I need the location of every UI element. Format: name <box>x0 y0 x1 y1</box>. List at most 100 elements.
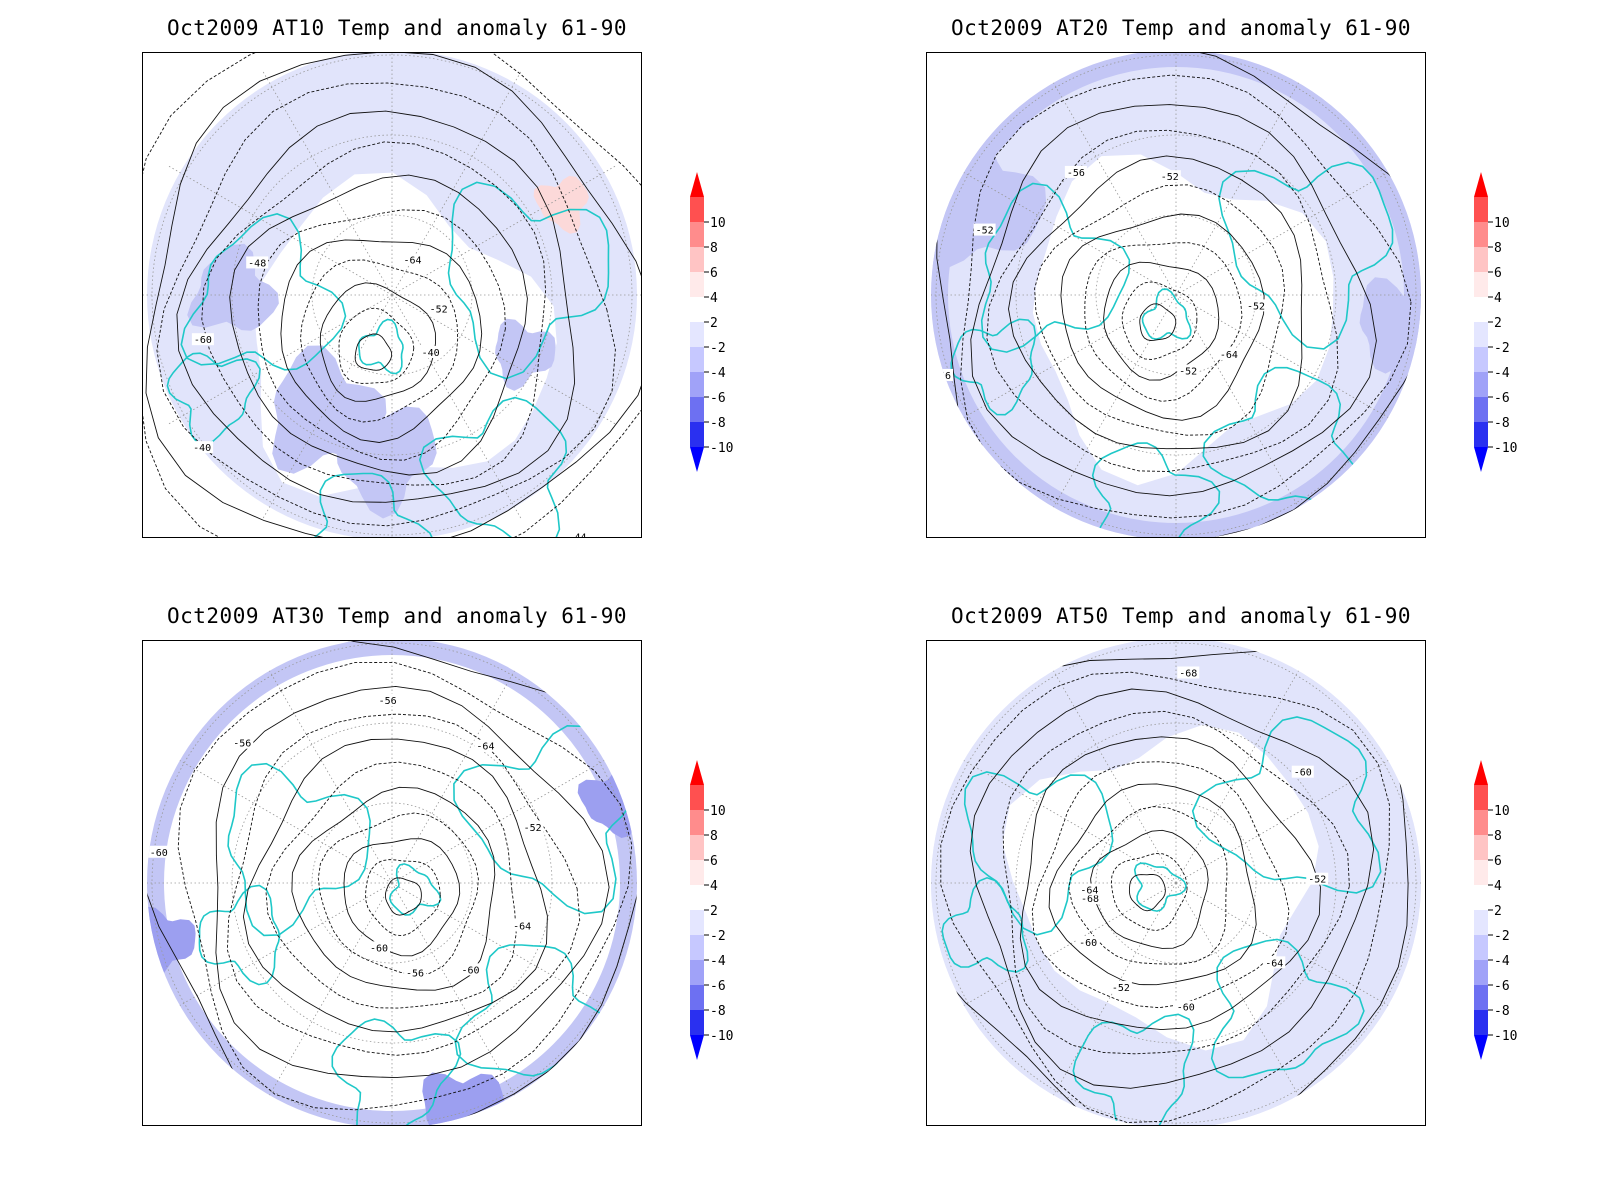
contour-label-bg <box>231 736 254 749</box>
colorbar-label: -6 <box>710 979 726 994</box>
temperature-contour <box>1031 761 1290 1009</box>
contour-label: -60 <box>980 500 998 511</box>
coastline <box>1091 442 1221 537</box>
colorbar-label: -8 <box>710 416 726 431</box>
map-layer: -52-56-52-64-60-56-52-52-52 <box>931 53 1421 537</box>
colorbar-label: 2 <box>1494 904 1502 919</box>
contour-label: -56 <box>406 969 424 980</box>
colorbar-swatch <box>1474 397 1488 422</box>
colorbar-label: -6 <box>710 391 726 406</box>
colorbar-swatch <box>690 272 704 297</box>
meridian-line <box>391 882 523 1109</box>
coastline <box>1218 161 1394 350</box>
colorbar-swatch <box>690 372 704 397</box>
contour-label: -68 <box>1081 894 1099 905</box>
meridian-line <box>261 657 393 884</box>
contour-label-bg <box>1263 956 1286 969</box>
temperature-contour <box>1008 155 1303 450</box>
colorbar-swatch <box>690 322 704 347</box>
temperature-contour <box>986 129 1339 472</box>
temperature-contour <box>319 282 436 402</box>
meridian-line <box>391 294 523 521</box>
contour-label-bg <box>1064 165 1087 178</box>
colorbar-label: 8 <box>710 829 718 844</box>
meridian-line <box>391 752 618 884</box>
colorbar-label: 6 <box>1494 266 1502 281</box>
contour-label: -60 <box>461 965 479 976</box>
meridian-line <box>166 882 393 1014</box>
colorbar-label: -4 <box>1494 366 1510 381</box>
colorbar-bottom-arrow <box>1474 1035 1488 1060</box>
colorbar-swatch <box>1474 197 1488 222</box>
map-layer: -60 -56 -52 -56 -60 -64 -60 -56 -56 -64 <box>147 641 637 1125</box>
colorbar-label: -4 <box>710 954 726 969</box>
map-at50: -68-68-64-60-56-52-52-56-60-60-64 <box>926 640 1426 1126</box>
anomaly-patch <box>1216 882 1280 951</box>
colorbar-swatch <box>1474 885 1488 910</box>
colorbar-swatch <box>690 910 704 935</box>
colorbar-label: -10 <box>710 1029 733 1044</box>
anomaly-patch <box>495 318 556 391</box>
colorbar-svg: 10 8 6 4 2 -2 -4 -6 -8 -10 <box>1474 760 1517 1060</box>
meridian-line <box>391 657 523 884</box>
temperature-contour <box>317 812 479 976</box>
contour-label-bg <box>401 253 424 266</box>
contour-label-bg <box>246 256 269 269</box>
temperature-contour <box>156 82 616 527</box>
temperature-contour <box>936 53 1421 537</box>
colorbar-swatch <box>690 247 704 272</box>
temperature-contour <box>940 671 1390 1123</box>
colorbar-label: -6 <box>1494 979 1510 994</box>
contour-label-bg <box>1217 347 1240 360</box>
colorbar-swatch <box>1474 222 1488 247</box>
colorbar-label: -4 <box>1494 954 1510 969</box>
temperature-contour <box>280 239 483 443</box>
colorbar-swatch <box>1474 935 1488 960</box>
contour-label-bg <box>521 820 544 833</box>
colorbar-label: -2 <box>1494 929 1510 944</box>
temperature-contour <box>229 174 528 476</box>
temperature-contour <box>1034 184 1286 436</box>
temperature-contour <box>265 761 517 1009</box>
coastline <box>963 771 1114 936</box>
colorbar-svg: 10 8 6 4 2 -2 -4 -6 -8 -10 <box>690 760 733 1060</box>
polar-map-svg: -40-44-48-52-56-60-64-44-40 <box>143 53 641 537</box>
temperature-contour <box>1048 783 1257 986</box>
coastline <box>1210 938 1365 1079</box>
colorbar-label: -8 <box>1494 416 1510 431</box>
colorbar-swatch <box>690 397 704 422</box>
temperature-contour <box>365 859 441 937</box>
contour-label: -64 <box>476 742 494 753</box>
colorbar-swatch <box>1474 272 1488 297</box>
contour-label: -52 <box>1112 983 1130 994</box>
contour-label-bg <box>1109 980 1132 993</box>
meridian-line <box>1045 657 1177 884</box>
temperature-contour <box>300 259 459 423</box>
meridian-line <box>950 164 1177 296</box>
contour-label: -52 <box>1247 301 1265 312</box>
meridian-line <box>1175 294 1402 426</box>
meridian-line <box>1045 882 1177 1109</box>
contour-label: -48 <box>248 258 266 269</box>
meridian-line <box>261 69 393 296</box>
contour-label: -52 <box>524 823 542 834</box>
meridian-line <box>1175 882 1307 1109</box>
meridian-line <box>166 752 393 884</box>
colorbar-swatch <box>690 297 704 322</box>
meridian-line <box>1175 657 1307 884</box>
colorbar-label: 8 <box>710 241 718 256</box>
anomaly-patch <box>1359 277 1421 374</box>
temperature-contour <box>176 110 576 503</box>
coastline <box>1141 288 1192 341</box>
colorbar-label: 2 <box>710 316 718 331</box>
contour-label-bg <box>147 998 162 1011</box>
anomaly-patch <box>332 404 437 519</box>
meridian-line <box>391 69 523 296</box>
contour-label-bg <box>404 966 427 979</box>
contour-label: -64 <box>513 921 531 932</box>
coastline <box>313 472 433 537</box>
colorbar-top-arrow <box>690 172 704 197</box>
colorbar-label: -2 <box>710 341 726 356</box>
meridian-line <box>391 164 618 296</box>
coastline <box>950 318 1037 416</box>
